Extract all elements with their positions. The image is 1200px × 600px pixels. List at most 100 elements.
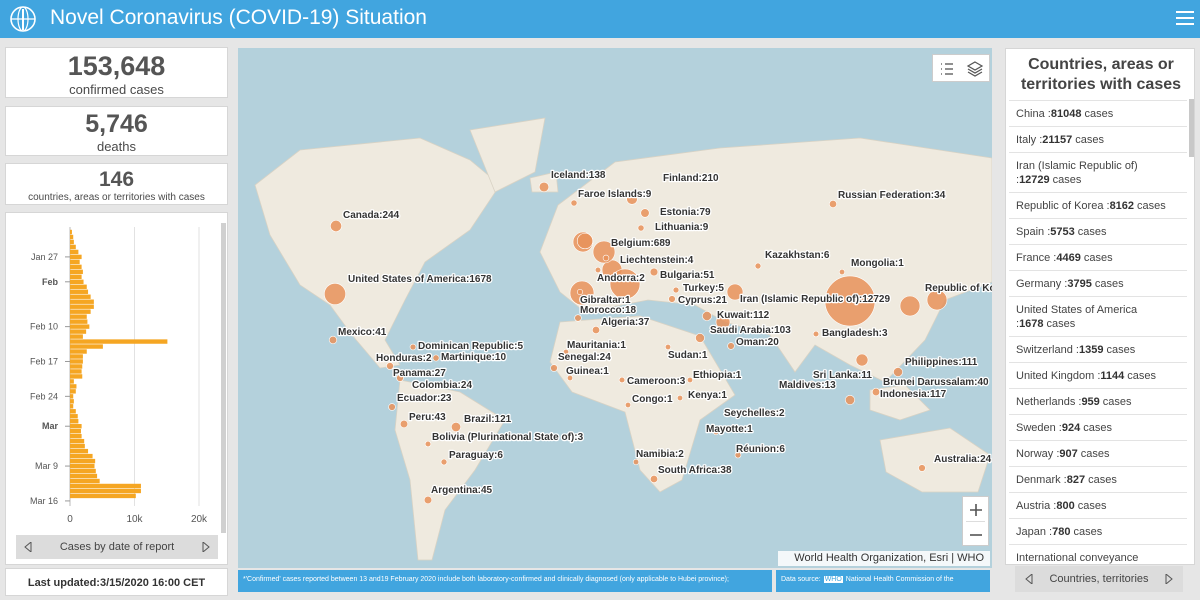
map-bubble-unlabeled[interactable] xyxy=(715,314,731,330)
map-bubble-unlabeled[interactable] xyxy=(855,353,869,367)
country-name: Austria : xyxy=(1016,500,1057,512)
map-bubble[interactable] xyxy=(424,440,432,448)
map-bubble[interactable] xyxy=(686,376,693,383)
prev-button[interactable] xyxy=(24,542,32,552)
map-bubble[interactable] xyxy=(440,458,448,466)
map-bubble[interactable] xyxy=(562,348,569,355)
map-bubble[interactable] xyxy=(594,266,602,274)
map-bubble[interactable] xyxy=(330,220,342,232)
map-bubble[interactable] xyxy=(576,232,594,250)
country-item[interactable]: Denmark :827 cases xyxy=(1009,466,1187,492)
scrollbar[interactable] xyxy=(1189,99,1194,157)
country-item[interactable]: Austria :800 cases xyxy=(1009,492,1187,518)
country-count: 827 xyxy=(1066,474,1086,486)
map-bubble[interactable] xyxy=(378,356,386,364)
map-bubble[interactable] xyxy=(649,474,659,484)
legend-button[interactable] xyxy=(939,61,955,77)
map-bubble[interactable] xyxy=(396,374,404,382)
map-bubble[interactable] xyxy=(782,379,790,387)
country-item[interactable]: Japan :780 cases xyxy=(1009,518,1187,544)
country-item[interactable]: Iran (Islamic Republic of) :12729 cases xyxy=(1009,152,1187,192)
next-button[interactable] xyxy=(1165,574,1173,584)
map-bubble[interactable] xyxy=(838,268,845,275)
map-bubble[interactable] xyxy=(695,333,705,343)
menu-button[interactable] xyxy=(1176,10,1194,26)
map-bubble[interactable] xyxy=(702,311,712,321)
next-button[interactable] xyxy=(202,542,210,552)
scrollbar[interactable] xyxy=(221,223,226,533)
map-bubble[interactable] xyxy=(637,224,645,232)
map-bubble[interactable] xyxy=(388,403,396,411)
country-item[interactable]: China :81048 cases xyxy=(1009,100,1187,126)
count-unit: cases xyxy=(1106,344,1136,356)
prev-button[interactable] xyxy=(1025,574,1033,584)
map-bubble[interactable] xyxy=(672,286,680,294)
map-bubble[interactable] xyxy=(918,464,926,472)
map-bubble[interactable] xyxy=(676,394,683,401)
map-bubble[interactable] xyxy=(423,495,433,505)
map-bubble[interactable] xyxy=(450,421,461,432)
map-bubble[interactable] xyxy=(324,283,346,305)
map-bubble[interactable] xyxy=(626,193,638,205)
source-link[interactable]: WHO xyxy=(823,576,843,583)
map-bubble[interactable] xyxy=(618,376,626,384)
map-bubble[interactable] xyxy=(664,343,671,350)
map-bubble[interactable] xyxy=(712,428,719,435)
map-bubble[interactable] xyxy=(649,267,659,277)
map-bubble[interactable] xyxy=(808,380,816,388)
country-item[interactable]: Norway :907 cases xyxy=(1009,440,1187,466)
country-item[interactable]: United States of America :1678 cases xyxy=(1009,296,1187,336)
bar xyxy=(70,294,91,299)
map-bubble[interactable] xyxy=(668,295,676,303)
map-bubble[interactable] xyxy=(399,419,409,429)
map-bubble-unlabeled[interactable] xyxy=(899,295,921,317)
map-bubble-unlabeled[interactable] xyxy=(926,289,948,311)
map-bubble[interactable] xyxy=(328,335,338,345)
country-item[interactable]: France :4469 cases xyxy=(1009,244,1187,270)
country-item[interactable]: Republic of Korea :8162 cases xyxy=(1009,192,1187,218)
bar xyxy=(70,264,82,270)
map-bubble[interactable] xyxy=(409,343,417,351)
map-bubble[interactable] xyxy=(824,275,876,327)
country-name: China : xyxy=(1016,108,1051,120)
country-item[interactable]: Switzerland :1359 cases xyxy=(1009,336,1187,362)
map-bubble[interactable] xyxy=(570,199,578,207)
map-bubble[interactable] xyxy=(538,181,550,193)
map-bubble[interactable] xyxy=(624,401,631,408)
map-bubble-unlabeled[interactable] xyxy=(592,240,616,264)
country-item[interactable]: Italy :21157 cases xyxy=(1009,126,1187,152)
map-bubble[interactable] xyxy=(550,364,558,372)
map-bubble[interactable] xyxy=(566,374,573,381)
map-bubble[interactable] xyxy=(727,342,735,350)
map-bubble[interactable] xyxy=(754,262,762,270)
chart-nav-label: Cases by date of report xyxy=(59,541,175,553)
map-bubble[interactable] xyxy=(640,208,650,218)
map-bubble[interactable] xyxy=(893,367,903,377)
map-bubble[interactable] xyxy=(734,451,742,459)
map-bubble[interactable] xyxy=(632,458,640,466)
country-item[interactable]: Netherlands :959 cases xyxy=(1009,388,1187,414)
map-bubble[interactable] xyxy=(602,254,610,262)
map-bubble[interactable] xyxy=(432,354,440,362)
country-item[interactable]: Germany :3795 cases xyxy=(1009,270,1187,296)
country-item[interactable]: United Kingdom :1144 cases xyxy=(1009,362,1187,388)
map-bubble[interactable] xyxy=(812,330,820,338)
country-item[interactable]: Sweden :924 cases xyxy=(1009,414,1187,440)
zoom-out[interactable] xyxy=(969,528,983,542)
map-bubble[interactable] xyxy=(845,395,855,405)
count-unit: cases xyxy=(1052,174,1082,186)
map-bubble[interactable] xyxy=(871,387,881,397)
map-bubble[interactable] xyxy=(576,288,583,295)
map-bubble[interactable] xyxy=(591,325,601,335)
map-bubble[interactable] xyxy=(386,362,394,370)
layers-button[interactable] xyxy=(966,60,984,78)
country-item[interactable]: International conveyance (Diamond Prince… xyxy=(1009,544,1187,564)
map-bubble-unlabeled[interactable] xyxy=(726,283,744,301)
map-bubble[interactable] xyxy=(574,314,582,322)
map-label: Mauritania:1 xyxy=(567,340,626,351)
zoom-in[interactable] xyxy=(969,503,983,517)
map-bubble[interactable] xyxy=(829,200,837,208)
map-bubble-unlabeled[interactable] xyxy=(609,268,641,300)
map-bubble[interactable] xyxy=(732,408,740,416)
country-item[interactable]: Spain :5753 cases xyxy=(1009,218,1187,244)
